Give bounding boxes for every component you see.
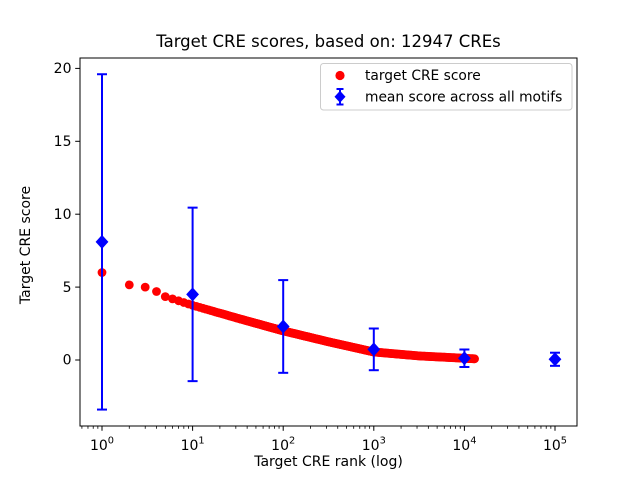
x-tick-label: 100 bbox=[90, 436, 114, 455]
mean-diamond bbox=[95, 234, 109, 249]
red-dot bbox=[160, 292, 170, 301]
y-tick-labels: 0 5 10 15 20 bbox=[54, 61, 72, 369]
legend-label-target: target CRE score bbox=[365, 68, 481, 84]
legend-red-circle-icon bbox=[335, 70, 345, 81]
legend-errorbar-icon bbox=[334, 88, 346, 106]
x-tick-label: 103 bbox=[362, 436, 386, 455]
red-dot bbox=[152, 287, 161, 296]
x-axis-label: Target CRE rank (log) bbox=[253, 454, 403, 470]
mean-diamond bbox=[186, 287, 199, 302]
red-dot bbox=[140, 282, 150, 292]
red-dot bbox=[124, 280, 134, 290]
y-tick-label: 10 bbox=[54, 207, 72, 223]
x-tick-labels: 100 101 102 103 104 105 bbox=[90, 436, 567, 455]
y-tick-label: 0 bbox=[63, 353, 72, 369]
mean-diamond bbox=[458, 351, 471, 366]
y-tick-label: 20 bbox=[54, 61, 72, 77]
axes-frame bbox=[79, 57, 578, 427]
x-tick-label: 105 bbox=[543, 436, 567, 455]
plot-area bbox=[80, 58, 577, 426]
y-axis-label: Target CRE score bbox=[18, 186, 34, 305]
mean-diamond bbox=[548, 352, 562, 367]
mean-diamond bbox=[367, 342, 381, 357]
red-dot bbox=[470, 354, 479, 364]
x-tick-label: 102 bbox=[271, 436, 295, 455]
mean-score-series bbox=[95, 73, 562, 411]
legend-box bbox=[320, 63, 573, 111]
mean-diamond bbox=[276, 319, 290, 334]
y-tick-label: 5 bbox=[63, 280, 72, 296]
chart-title: Target CRE scores, based on: 12947 CREs bbox=[155, 32, 501, 51]
x-tick-label: 101 bbox=[181, 436, 205, 455]
legend: target CRE score mean score across all m… bbox=[320, 63, 573, 111]
y-major-ticks bbox=[75, 67, 80, 361]
x-tick-label: 104 bbox=[452, 436, 476, 455]
y-tick-label: 15 bbox=[54, 134, 72, 150]
x-major-ticks bbox=[101, 426, 556, 431]
legend-label-mean: mean score across all motifs bbox=[365, 90, 562, 106]
